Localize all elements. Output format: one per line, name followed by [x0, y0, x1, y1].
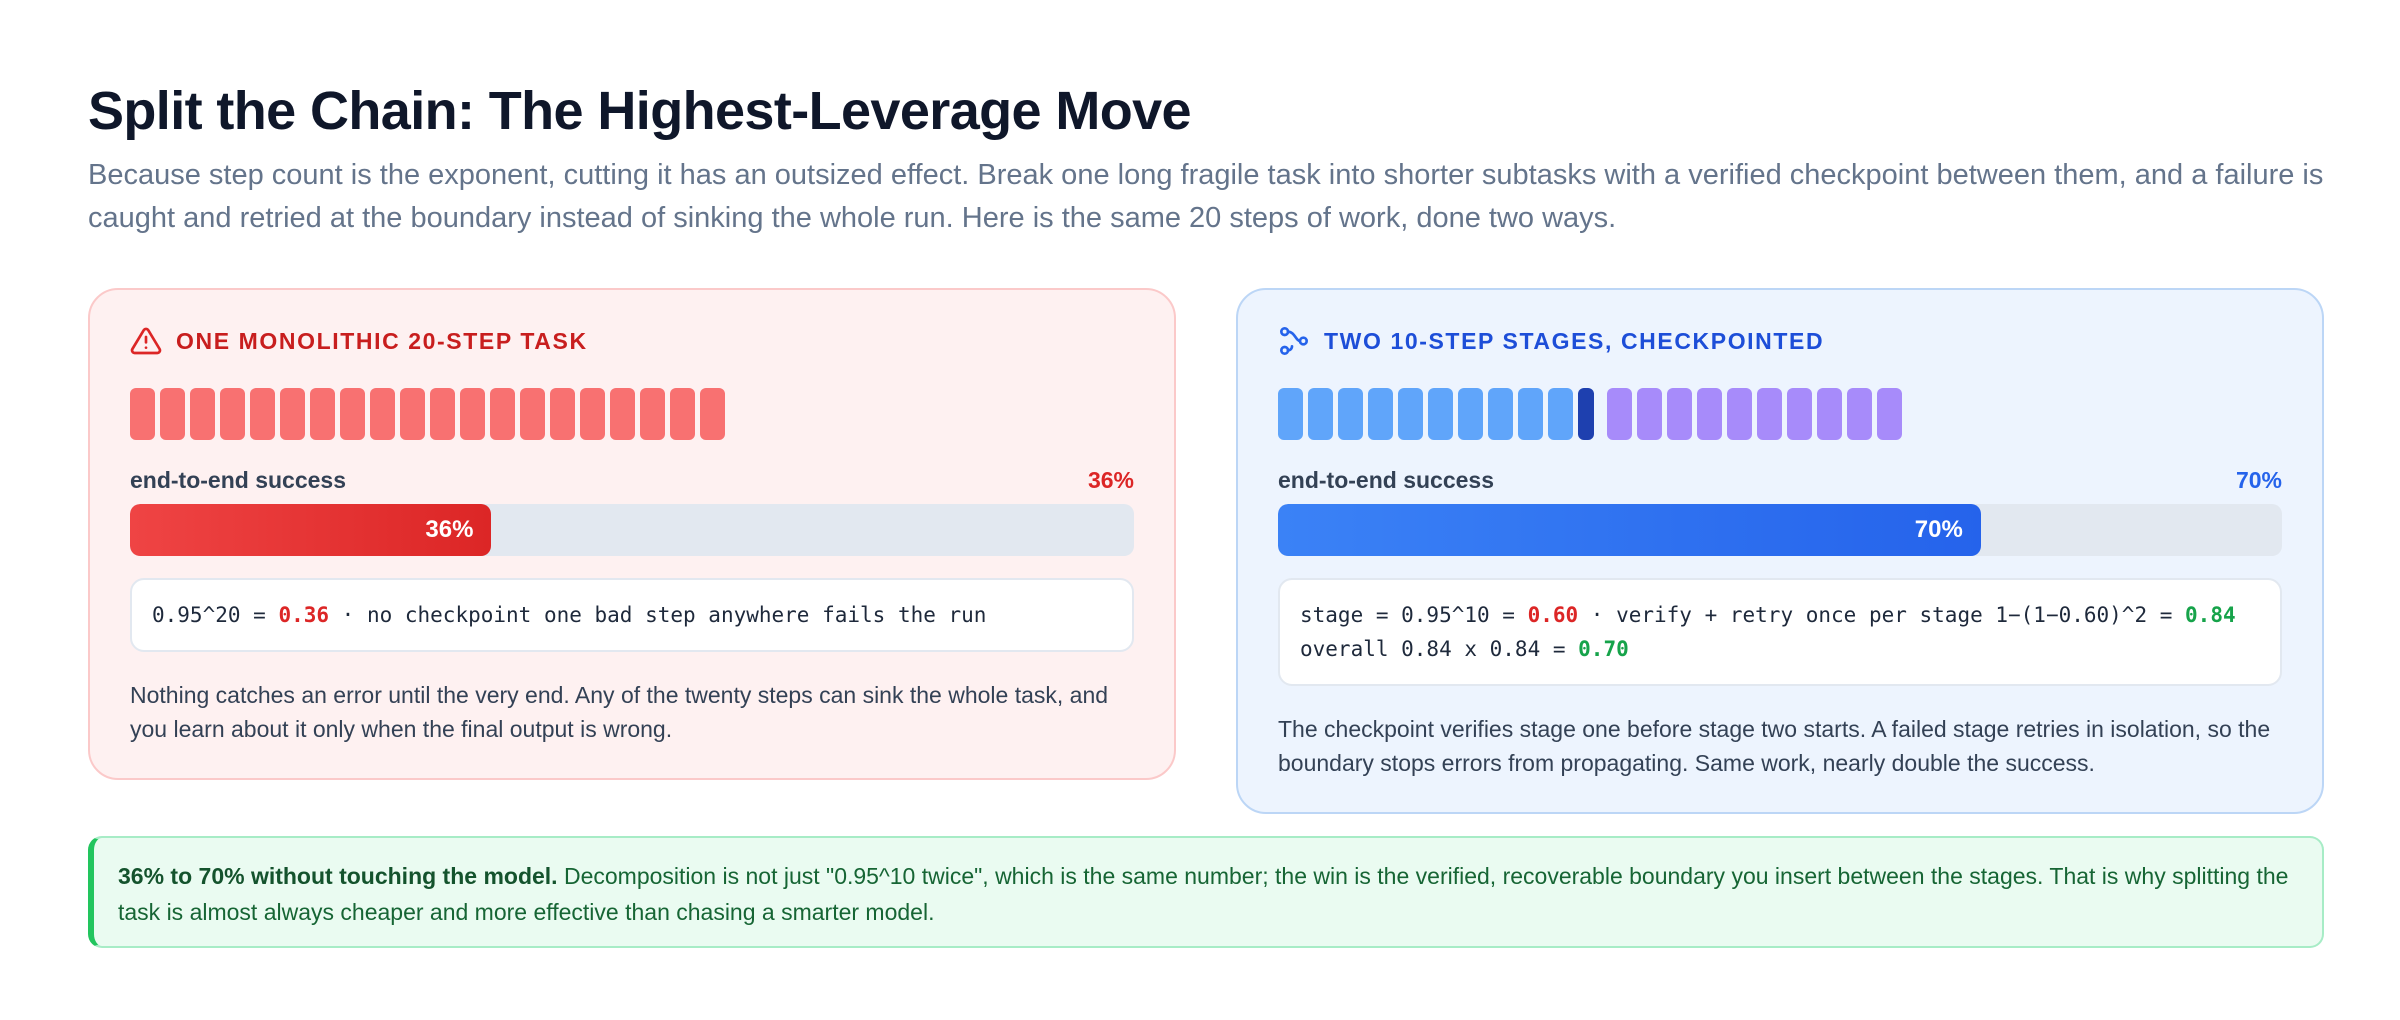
step-block — [640, 388, 665, 440]
stage2-step-block — [1757, 388, 1782, 440]
metric-value: 70% — [2235, 466, 2282, 493]
metric-label: end-to-end success — [1278, 466, 1494, 493]
stage1-step-block — [1518, 388, 1543, 440]
formula-box: 0.95^20 = 0.36 · no checkpoint one bad s… — [130, 578, 1134, 652]
step-block — [520, 388, 545, 440]
stage1-step-block — [1398, 388, 1423, 440]
card-header: ONE MONOLITHIC 20-STEP TASK — [130, 324, 1134, 358]
stage1-step-block — [1488, 388, 1513, 440]
formula-result: 0.84 — [2185, 603, 2236, 627]
step-block — [550, 388, 575, 440]
formula-text: overall 0.84 x 0.84 = — [1300, 637, 1579, 661]
warning-triangle-icon — [130, 325, 162, 357]
step-block — [160, 388, 185, 440]
metric-row: end-to-end success 36% — [130, 466, 1134, 493]
monolithic-task-card: ONE MONOLITHIC 20-STEP TASK end-to-end s… — [88, 288, 1176, 780]
card-title: TWO 10-STEP STAGES, CHECKPOINTED — [1324, 327, 1825, 354]
page-title: Split the Chain: The Highest-Leverage Mo… — [88, 81, 1192, 141]
step-block — [460, 388, 485, 440]
card-description: Nothing catches an error until the very … — [130, 682, 1109, 742]
step-block — [130, 388, 155, 440]
stage2-step-block — [1787, 388, 1812, 440]
success-bar-label: 36% — [425, 516, 474, 543]
metric-value: 36% — [1087, 466, 1134, 493]
callout-text: Decomposition is not just "0.95^10 twice… — [118, 863, 2289, 925]
step-blocks — [130, 388, 1134, 440]
page-subtitle: Because step count is the exponent, cutt… — [88, 159, 2324, 234]
metric-row: end-to-end success 70% — [1278, 466, 2282, 493]
step-blocks — [1278, 388, 2282, 440]
formula-result: 0.36 — [278, 603, 330, 627]
stage2-step-block — [1667, 388, 1692, 440]
step-block — [340, 388, 365, 440]
formula-result: 0.70 — [1578, 637, 1629, 661]
step-block — [670, 388, 695, 440]
step-block — [310, 388, 335, 440]
step-block — [370, 388, 395, 440]
stage1-step-block — [1428, 388, 1453, 440]
formula-box: stage = 0.95^10 = 0.60 · verify + retry … — [1278, 578, 2282, 686]
stage2-step-block — [1727, 388, 1752, 440]
success-bar-track: 36% — [130, 504, 1134, 556]
stage1-step-block — [1458, 388, 1483, 440]
formula-text: · verify + retry once per stage 1−(1−0.6… — [1578, 603, 2186, 627]
stage1-step-block — [1338, 388, 1363, 440]
page: Split the Chain: The Highest-Leverage Mo… — [88, 78, 2324, 948]
takeaway-callout: 36% to 70% without touching the model. D… — [88, 836, 2324, 948]
stage2-step-block — [1637, 388, 1662, 440]
metric-label: end-to-end success — [130, 466, 346, 493]
split-flow-icon — [1278, 325, 1310, 357]
formula-text: · no checkpoint one bad step anywhere fa… — [329, 603, 987, 627]
step-block — [220, 388, 245, 440]
step-block — [400, 388, 425, 440]
checkpoint-marker — [1578, 388, 1594, 440]
stage2-step-block — [1877, 388, 1902, 440]
success-bar-fill: 36% — [130, 504, 492, 556]
stage1-step-block — [1368, 388, 1393, 440]
step-block — [490, 388, 515, 440]
stage2-step-block — [1817, 388, 1842, 440]
step-block — [700, 388, 725, 440]
step-block — [280, 388, 305, 440]
success-bar-track: 70% — [1278, 504, 2282, 556]
stage2-step-block — [1697, 388, 1722, 440]
card-title: ONE MONOLITHIC 20-STEP TASK — [176, 327, 588, 354]
checkpointed-task-card: TWO 10-STEP STAGES, CHECKPOINTED end-to-… — [1236, 288, 2324, 814]
stage1-step-block — [1548, 388, 1573, 440]
stage1-step-block — [1278, 388, 1303, 440]
stage2-step-block — [1607, 388, 1632, 440]
step-block — [190, 388, 215, 440]
callout-headline: 36% to 70% without touching the model. — [118, 863, 558, 889]
card-description: The checkpoint verifies stage one before… — [1278, 716, 2271, 776]
step-block — [250, 388, 275, 440]
step-block — [610, 388, 635, 440]
success-bar-fill: 70% — [1278, 504, 1981, 556]
stage1-step-block — [1308, 388, 1333, 440]
formula-result: 0.60 — [1527, 603, 1579, 627]
formula-text: 0.95^20 = — [152, 603, 279, 627]
formula-text: stage = 0.95^10 = — [1300, 603, 1528, 627]
card-header: TWO 10-STEP STAGES, CHECKPOINTED — [1278, 324, 2282, 358]
stage2-step-block — [1847, 388, 1872, 440]
step-block — [430, 388, 455, 440]
success-bar-label: 70% — [1914, 516, 1963, 543]
step-block — [580, 388, 605, 440]
